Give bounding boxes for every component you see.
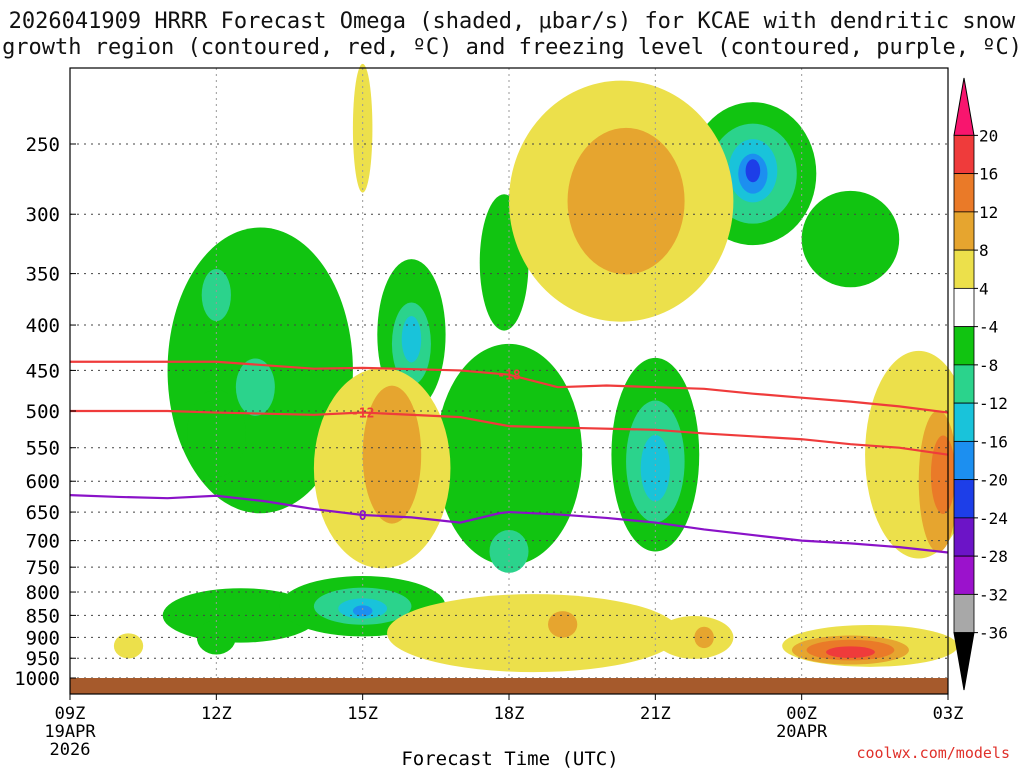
y-tick-label-850: 850 bbox=[26, 605, 60, 627]
y-tick-label-650: 650 bbox=[26, 502, 60, 524]
y-axis: 2503003504004505005506006507007508008509… bbox=[14, 134, 76, 690]
ground-surface bbox=[70, 678, 948, 694]
site-credit: coolwx.com/models bbox=[856, 744, 1010, 762]
colorbar-swatch-12 bbox=[953, 555, 975, 595]
contour-line--18 bbox=[70, 360, 949, 414]
omega-shading-blob-42 bbox=[826, 646, 875, 658]
y-tick-label-400: 400 bbox=[26, 315, 60, 337]
x-date-label-19APR: 19APR bbox=[44, 722, 96, 742]
omega-shading-blob-9 bbox=[801, 190, 900, 288]
chart-title-line2: growth region (contoured, red, ºC) and f… bbox=[2, 35, 1022, 60]
y-tick-label-800: 800 bbox=[26, 582, 60, 604]
contour-label-0: 0 bbox=[359, 509, 367, 524]
colorbar-swatch-6 bbox=[953, 326, 975, 366]
omega-shading-blob-13 bbox=[235, 358, 275, 416]
y-tick-label-900: 900 bbox=[26, 627, 60, 649]
omega-shading-blob-11 bbox=[196, 620, 236, 655]
colorbar-label-4: 4 bbox=[979, 279, 989, 298]
x-date-label-20APR: 20APR bbox=[776, 722, 828, 742]
colorbar-swatch-9 bbox=[953, 440, 975, 481]
colorbar: 20 16 12 8 4 -4 -8 -12 -16 -20 -24 -28 -32 -36 bbox=[953, 77, 1008, 691]
contour-line-0 bbox=[69, 494, 949, 554]
y-tick-label-500: 500 bbox=[26, 401, 60, 423]
colorbar-label-0: 20 bbox=[979, 126, 998, 145]
colorbar-label-8: -16 bbox=[979, 432, 1008, 451]
omega-shading-blob-23 bbox=[352, 605, 373, 617]
colorbar-label-12: -32 bbox=[979, 585, 1008, 604]
y-tick-label-250: 250 bbox=[26, 134, 60, 156]
y-tick-label-300: 300 bbox=[26, 204, 60, 226]
omega-shading-blob-21 bbox=[640, 434, 670, 502]
contour-label--12: -12 bbox=[351, 407, 374, 422]
x-tick-label-21Z: 21Z bbox=[640, 704, 671, 724]
y-tick-label-450: 450 bbox=[26, 360, 60, 382]
colorbar-swatch-5 bbox=[953, 287, 975, 328]
omega-shading-blob-37 bbox=[694, 626, 714, 649]
colorbar-label-7: -12 bbox=[979, 394, 1008, 413]
y-tick-label-750: 750 bbox=[26, 557, 60, 579]
y-tick-label-700: 700 bbox=[26, 531, 60, 553]
y-tick-label-550: 550 bbox=[26, 438, 60, 460]
colorbar-label-9: -20 bbox=[979, 471, 1008, 490]
omega-shading-blob-19 bbox=[401, 316, 422, 363]
x-tick-label-12Z: 12Z bbox=[201, 704, 232, 724]
y-tick-label-1000: 1000 bbox=[14, 668, 60, 690]
colorbar-swatch-2 bbox=[953, 173, 975, 213]
colorbar-label-3: 8 bbox=[979, 241, 989, 260]
omega-shading-blob-5 bbox=[435, 343, 583, 566]
omega-shading-blob-34 bbox=[362, 385, 422, 524]
y-tick-label-950: 950 bbox=[26, 648, 60, 670]
colorbar-swatch-4 bbox=[953, 249, 975, 289]
colorbar-label-13: -36 bbox=[979, 624, 1008, 643]
colorbar-swatch-13 bbox=[953, 593, 975, 634]
colorbar-label-5: -4 bbox=[979, 318, 998, 337]
omega-shading-blob-28 bbox=[387, 594, 680, 673]
colorbar-label-1: 16 bbox=[979, 165, 998, 184]
omega-shading-blob-12 bbox=[201, 268, 231, 322]
x-tick-label-03Z: 03Z bbox=[933, 704, 964, 724]
y-tick-label-600: 600 bbox=[26, 471, 60, 493]
colorbar-swatch-7 bbox=[953, 364, 975, 404]
colorbar-label-2: 12 bbox=[979, 203, 998, 222]
x-tick-label-09Z: 09Z bbox=[55, 704, 86, 724]
y-tick-label-350: 350 bbox=[26, 264, 60, 286]
colorbar-swatch-11 bbox=[953, 517, 975, 557]
colorbar-swatch-8 bbox=[953, 402, 975, 442]
colorbar-top-triangle bbox=[953, 77, 975, 136]
x-axis-title: Forecast Time (UTC) bbox=[401, 748, 618, 768]
omega-shading-blob-41 bbox=[930, 435, 956, 514]
omega-shading bbox=[113, 63, 973, 673]
omega-shading-blob-36 bbox=[548, 611, 578, 638]
colorbar-swatch-1 bbox=[953, 134, 975, 175]
omega-shading-blob-35 bbox=[567, 127, 685, 275]
x-year-label-2026: 2026 bbox=[50, 740, 91, 760]
colorbar-label-10: -24 bbox=[979, 509, 1008, 528]
x-tick-label-00Z: 00Z bbox=[786, 704, 817, 724]
omega-shading-blob-25 bbox=[745, 159, 761, 183]
contour-line--12 bbox=[70, 409, 949, 456]
colorbar-swatch-3 bbox=[953, 211, 975, 251]
temperature-contours: -18 -12 0 bbox=[69, 360, 949, 554]
omega-shading-blob-32 bbox=[113, 633, 144, 659]
colorbar-swatch-10 bbox=[953, 479, 975, 519]
colorbar-label-6: -8 bbox=[979, 356, 998, 375]
colorbar-label-11: -28 bbox=[979, 547, 1008, 566]
contour-label--18: -18 bbox=[497, 369, 521, 384]
x-tick-label-15Z: 15Z bbox=[347, 704, 378, 724]
colorbar-bottom-triangle bbox=[953, 632, 975, 691]
chart-title-line1: 2026041909 HRRR Forecast Omega (shaded, … bbox=[8, 9, 1016, 34]
x-tick-label-18Z: 18Z bbox=[494, 704, 525, 724]
